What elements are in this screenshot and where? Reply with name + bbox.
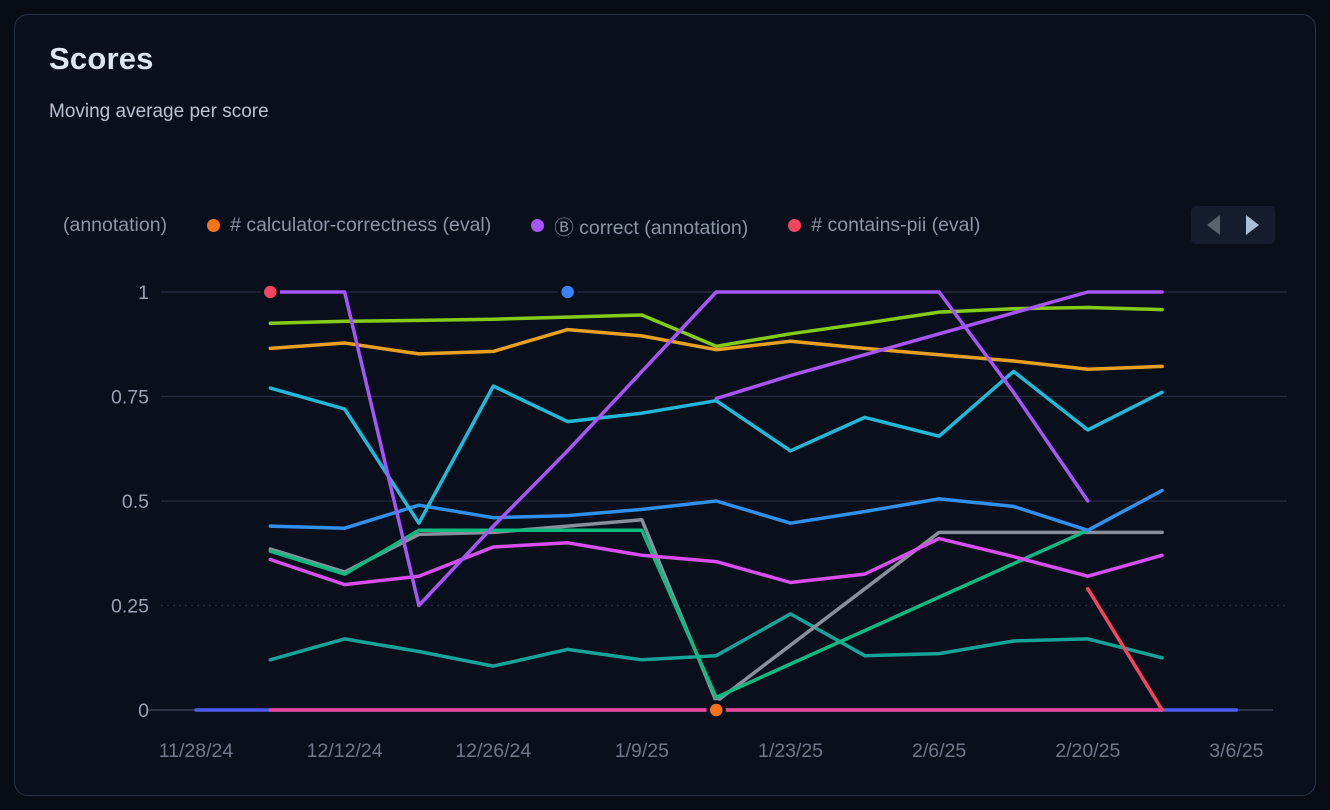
chevron-right-icon[interactable] xyxy=(1246,215,1259,235)
y-axis-tick-label: 0 xyxy=(138,700,149,722)
legend-item-label: Ⓑ correct (annotation) xyxy=(554,216,749,239)
legend-item-label: # calculator-correctness (eval) xyxy=(230,213,492,236)
legend-item-1[interactable]: # calculator-correctness (eval) xyxy=(207,214,491,237)
series-red xyxy=(1086,587,1164,712)
x-axis-tick-label: 3/6/25 xyxy=(1209,740,1263,762)
x-axis-tick-label: 12/26/24 xyxy=(455,740,531,762)
y-axis-tick-label: 0.5 xyxy=(122,491,149,513)
x-axis-tick-label: 1/23/25 xyxy=(758,740,823,762)
page-title: Scores xyxy=(49,41,154,76)
legend-items: (annotation) # calculator-correctness (ev… xyxy=(49,211,1173,240)
series-amber xyxy=(268,327,1164,372)
y-axis-tick-label: 0.75 xyxy=(111,387,149,409)
legend-item-label: # contains-pii (eval) xyxy=(811,213,981,236)
orange-dot xyxy=(706,700,726,720)
series-violet-2 xyxy=(714,290,1164,401)
legend: (annotation) # calculator-correctness (ev… xyxy=(49,203,1275,247)
blue-dot xyxy=(557,282,578,302)
page-subtitle: Moving average per score xyxy=(49,101,269,122)
x-axis-tick-label: 12/12/24 xyxy=(307,740,383,762)
series-violet-1 xyxy=(268,290,1090,608)
y-axis-tick-label: 1 xyxy=(138,282,149,304)
x-axis-tick-label: 2/20/25 xyxy=(1055,740,1120,762)
legend-dot-icon xyxy=(788,218,802,232)
y-axis-tick-label: 0.25 xyxy=(111,596,149,618)
legend-pagination xyxy=(1191,206,1275,244)
chevron-left-icon[interactable] xyxy=(1207,215,1220,235)
legend-dot-icon xyxy=(531,218,545,232)
x-axis-tick-label: 2/6/25 xyxy=(912,740,966,762)
series-lime xyxy=(268,305,1164,349)
x-axis-tick-label: 11/28/24 xyxy=(159,740,234,762)
series-teal xyxy=(268,612,1164,668)
series-magenta xyxy=(268,536,1164,587)
x-axis-tick-label: 1/9/25 xyxy=(615,740,669,762)
series-cyan xyxy=(268,369,1164,525)
legend-item-label: (annotation) xyxy=(63,213,168,236)
series-blue xyxy=(268,488,1164,533)
legend-dot-icon xyxy=(207,218,221,232)
legend-item-2[interactable]: Ⓑ correct (annotation) xyxy=(531,211,748,240)
series-emerald xyxy=(268,528,1090,700)
scores-chart: 0 0.25 0.5 0.75 1 11/28/24 12/12/24 12/26/24 1/9… xyxy=(111,282,1287,762)
scores-card: Scores Moving average per score (annotat… xyxy=(14,14,1316,796)
legend-item-3[interactable]: # contains-pii (eval) xyxy=(788,214,980,237)
red-dot xyxy=(260,282,281,302)
legend-item-0[interactable]: (annotation) xyxy=(63,214,167,237)
